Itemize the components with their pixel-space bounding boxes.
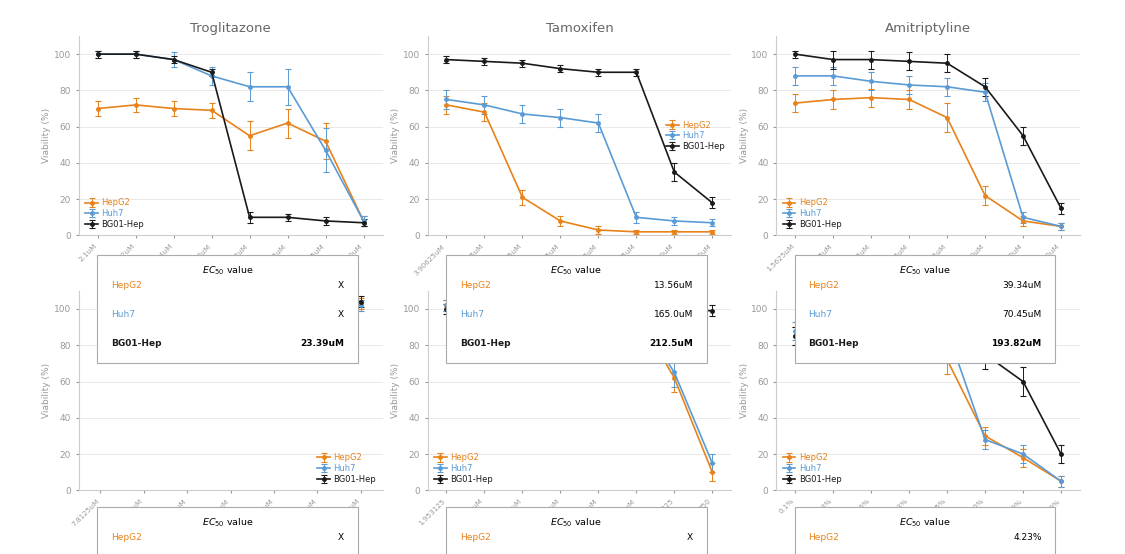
Y-axis label: Viability (%): Viability (%): [739, 108, 748, 163]
Text: X: X: [339, 533, 344, 542]
Title: Tamoxifen: Tamoxifen: [546, 22, 613, 35]
Text: 4.23%: 4.23%: [1014, 533, 1042, 542]
X-axis label: Drug concentration: Drug concentration: [532, 279, 627, 289]
Text: 70.45uM: 70.45uM: [1002, 310, 1042, 319]
Text: $EC_{50}$ value: $EC_{50}$ value: [899, 516, 951, 529]
Text: $EC_{50}$ value: $EC_{50}$ value: [201, 516, 253, 529]
Text: HepG2: HepG2: [111, 533, 142, 542]
Text: $EC_{50}$ value: $EC_{50}$ value: [550, 264, 602, 277]
X-axis label: Drug concentration: Drug concentration: [532, 534, 627, 544]
Text: 165.0uM: 165.0uM: [654, 310, 693, 319]
Title: Amitriptyline: Amitriptyline: [885, 22, 971, 35]
Title: Metformin: Metformin: [197, 276, 264, 290]
Text: 13.56uM: 13.56uM: [654, 281, 693, 290]
Text: X: X: [687, 533, 693, 542]
Y-axis label: Viability (%): Viability (%): [390, 363, 399, 418]
Text: HepG2: HepG2: [809, 533, 839, 542]
X-axis label: Drug concentration: Drug concentration: [881, 276, 975, 286]
Y-axis label: Viability (%): Viability (%): [739, 363, 748, 418]
Text: BG01-Hep: BG01-Hep: [460, 338, 510, 347]
Legend: HepG2, Huh7, BG01-Hep: HepG2, Huh7, BG01-Hep: [432, 451, 495, 486]
Text: $EC_{50}$ value: $EC_{50}$ value: [550, 516, 602, 529]
X-axis label: Drug concentration: Drug concentration: [881, 521, 975, 531]
Text: $EC_{50}$ value: $EC_{50}$ value: [201, 264, 253, 277]
Title: Pioglitazone: Pioglitazone: [539, 276, 620, 290]
Text: Huh7: Huh7: [809, 310, 832, 319]
Text: 193.82uM: 193.82uM: [991, 338, 1042, 347]
Legend: HepG2, Huh7, BG01-Hep: HepG2, Huh7, BG01-Hep: [781, 451, 844, 486]
Legend: HepG2, Huh7, BG01-Hep: HepG2, Huh7, BG01-Hep: [664, 118, 727, 153]
Text: $EC_{50}$ value: $EC_{50}$ value: [899, 264, 951, 277]
Text: HepG2: HepG2: [460, 281, 490, 290]
Text: BG01-Hep: BG01-Hep: [111, 338, 161, 347]
Text: HepG2: HepG2: [460, 533, 490, 542]
Text: Huh7: Huh7: [111, 310, 135, 319]
Text: 212.5uM: 212.5uM: [649, 338, 693, 347]
Text: BG01-Hep: BG01-Hep: [809, 338, 858, 347]
Text: 23.39uM: 23.39uM: [300, 338, 344, 347]
Text: X: X: [339, 281, 344, 290]
Y-axis label: Viability (%): Viability (%): [390, 108, 399, 163]
X-axis label: Drug concentration: Drug concentration: [183, 269, 278, 279]
Text: HepG2: HepG2: [809, 281, 839, 290]
Y-axis label: Viability (%): Viability (%): [42, 363, 51, 418]
Title: Troglitazone: Troglitazone: [190, 22, 271, 35]
Y-axis label: Viability (%): Viability (%): [42, 108, 51, 163]
X-axis label: Drug concentration: Drug concentration: [183, 531, 278, 541]
Title: DMSO: DMSO: [908, 276, 948, 290]
Legend: HepG2, Huh7, BG01-Hep: HepG2, Huh7, BG01-Hep: [315, 451, 378, 486]
Legend: HepG2, Huh7, BG01-Hep: HepG2, Huh7, BG01-Hep: [83, 196, 146, 231]
Legend: HepG2, Huh7, BG01-Hep: HepG2, Huh7, BG01-Hep: [781, 196, 844, 231]
Text: HepG2: HepG2: [111, 281, 142, 290]
Text: 39.34uM: 39.34uM: [1002, 281, 1042, 290]
Text: Huh7: Huh7: [460, 310, 484, 319]
Text: X: X: [339, 310, 344, 319]
